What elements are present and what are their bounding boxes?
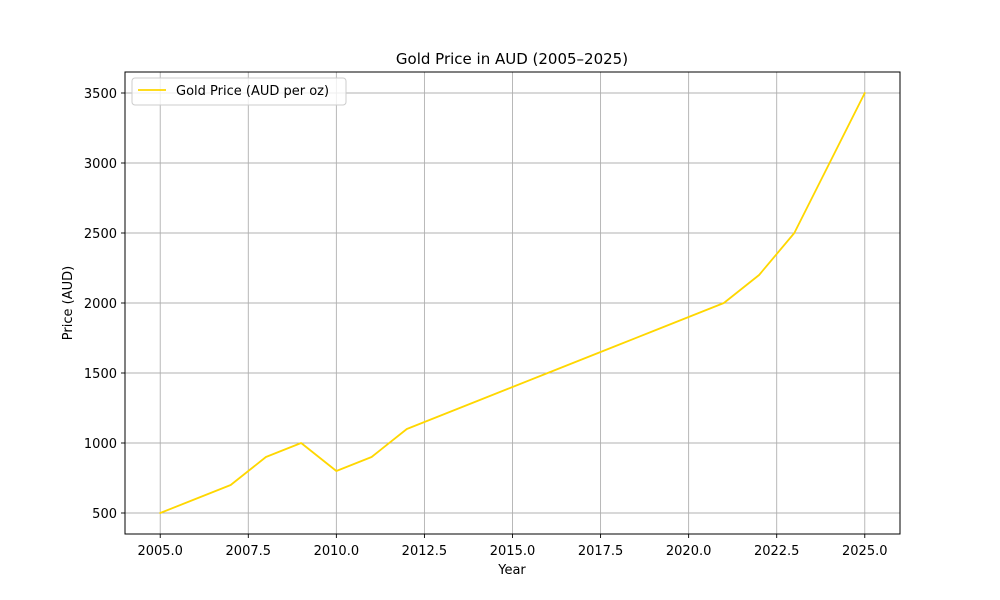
y-tick-label: 2000 <box>84 297 117 312</box>
y-tick-label: 2500 <box>84 227 117 242</box>
x-tick-label: 2005.0 <box>137 544 183 559</box>
x-axis: 2005.0 2007.5 2010.0 2012.5 2015.0 2017.5 2020… <box>137 534 888 559</box>
x-tick-label: 2017.5 <box>578 544 624 559</box>
x-tick-label: 2010.0 <box>314 544 360 559</box>
legend-box <box>131 77 347 106</box>
legend-label: Gold Price (AUD per oz) <box>176 84 329 99</box>
x-axis-label: Year <box>497 563 526 578</box>
x-tick-label: 2020.0 <box>666 544 712 559</box>
y-axis-label: Price (AUD) <box>61 266 76 340</box>
y-tick-label: 500 <box>92 507 117 522</box>
y-tick-label: 1500 <box>84 367 117 382</box>
x-tick-label: 2025.0 <box>842 544 888 559</box>
series-layer <box>159 92 866 514</box>
x-tick-label: 2022.5 <box>754 544 800 559</box>
chart-title: Gold Price in AUD (2005–2025) <box>396 50 628 68</box>
legend: Gold Price (AUD per oz) <box>131 77 347 106</box>
y-tick-label: 3000 <box>84 157 117 172</box>
x-tick-label: 2015.0 <box>490 544 536 559</box>
x-tick-label: 2012.5 <box>402 544 448 559</box>
x-tick-label: 2007.5 <box>226 544 272 559</box>
grid-lines <box>125 72 900 534</box>
series-line <box>159 92 866 514</box>
y-tick-label: 1000 <box>84 437 117 452</box>
y-axis: 500 1000 1500 2000 2500 3000 3500 <box>84 87 125 522</box>
y-tick-label: 3500 <box>84 87 117 102</box>
